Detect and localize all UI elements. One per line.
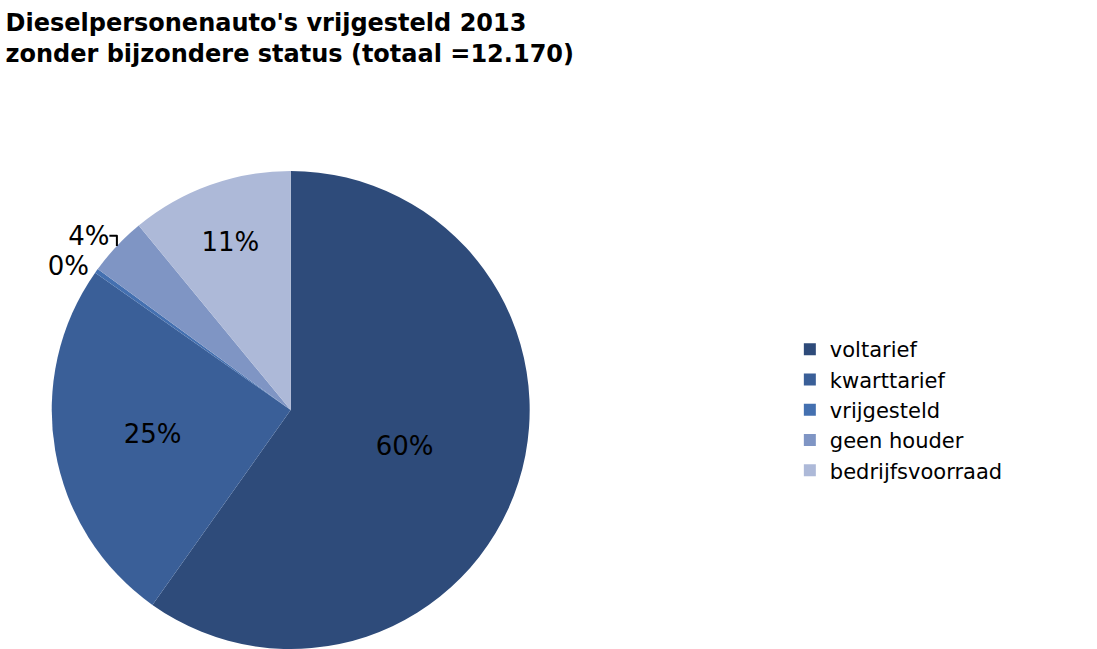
svg-text:bedrijfsvoorraad: bedrijfsvoorraad	[830, 460, 1002, 484]
svg-text:kwarttarief: kwarttarief	[830, 369, 946, 393]
svg-text:geen houder: geen houder	[830, 429, 964, 453]
svg-text:25%: 25%	[124, 419, 182, 449]
svg-text:voltarief: voltarief	[830, 338, 918, 362]
svg-text:Dieselpersonenauto's vrijgeste: Dieselpersonenauto's vrijgesteld 2013zon…	[5, 9, 574, 68]
svg-text:vrijgesteld: vrijgesteld	[830, 399, 940, 423]
svg-text:11%: 11%	[201, 227, 259, 257]
svg-text:4%: 4%	[68, 221, 109, 251]
svg-text:0%: 0%	[48, 251, 89, 281]
svg-text:60%: 60%	[376, 431, 434, 461]
